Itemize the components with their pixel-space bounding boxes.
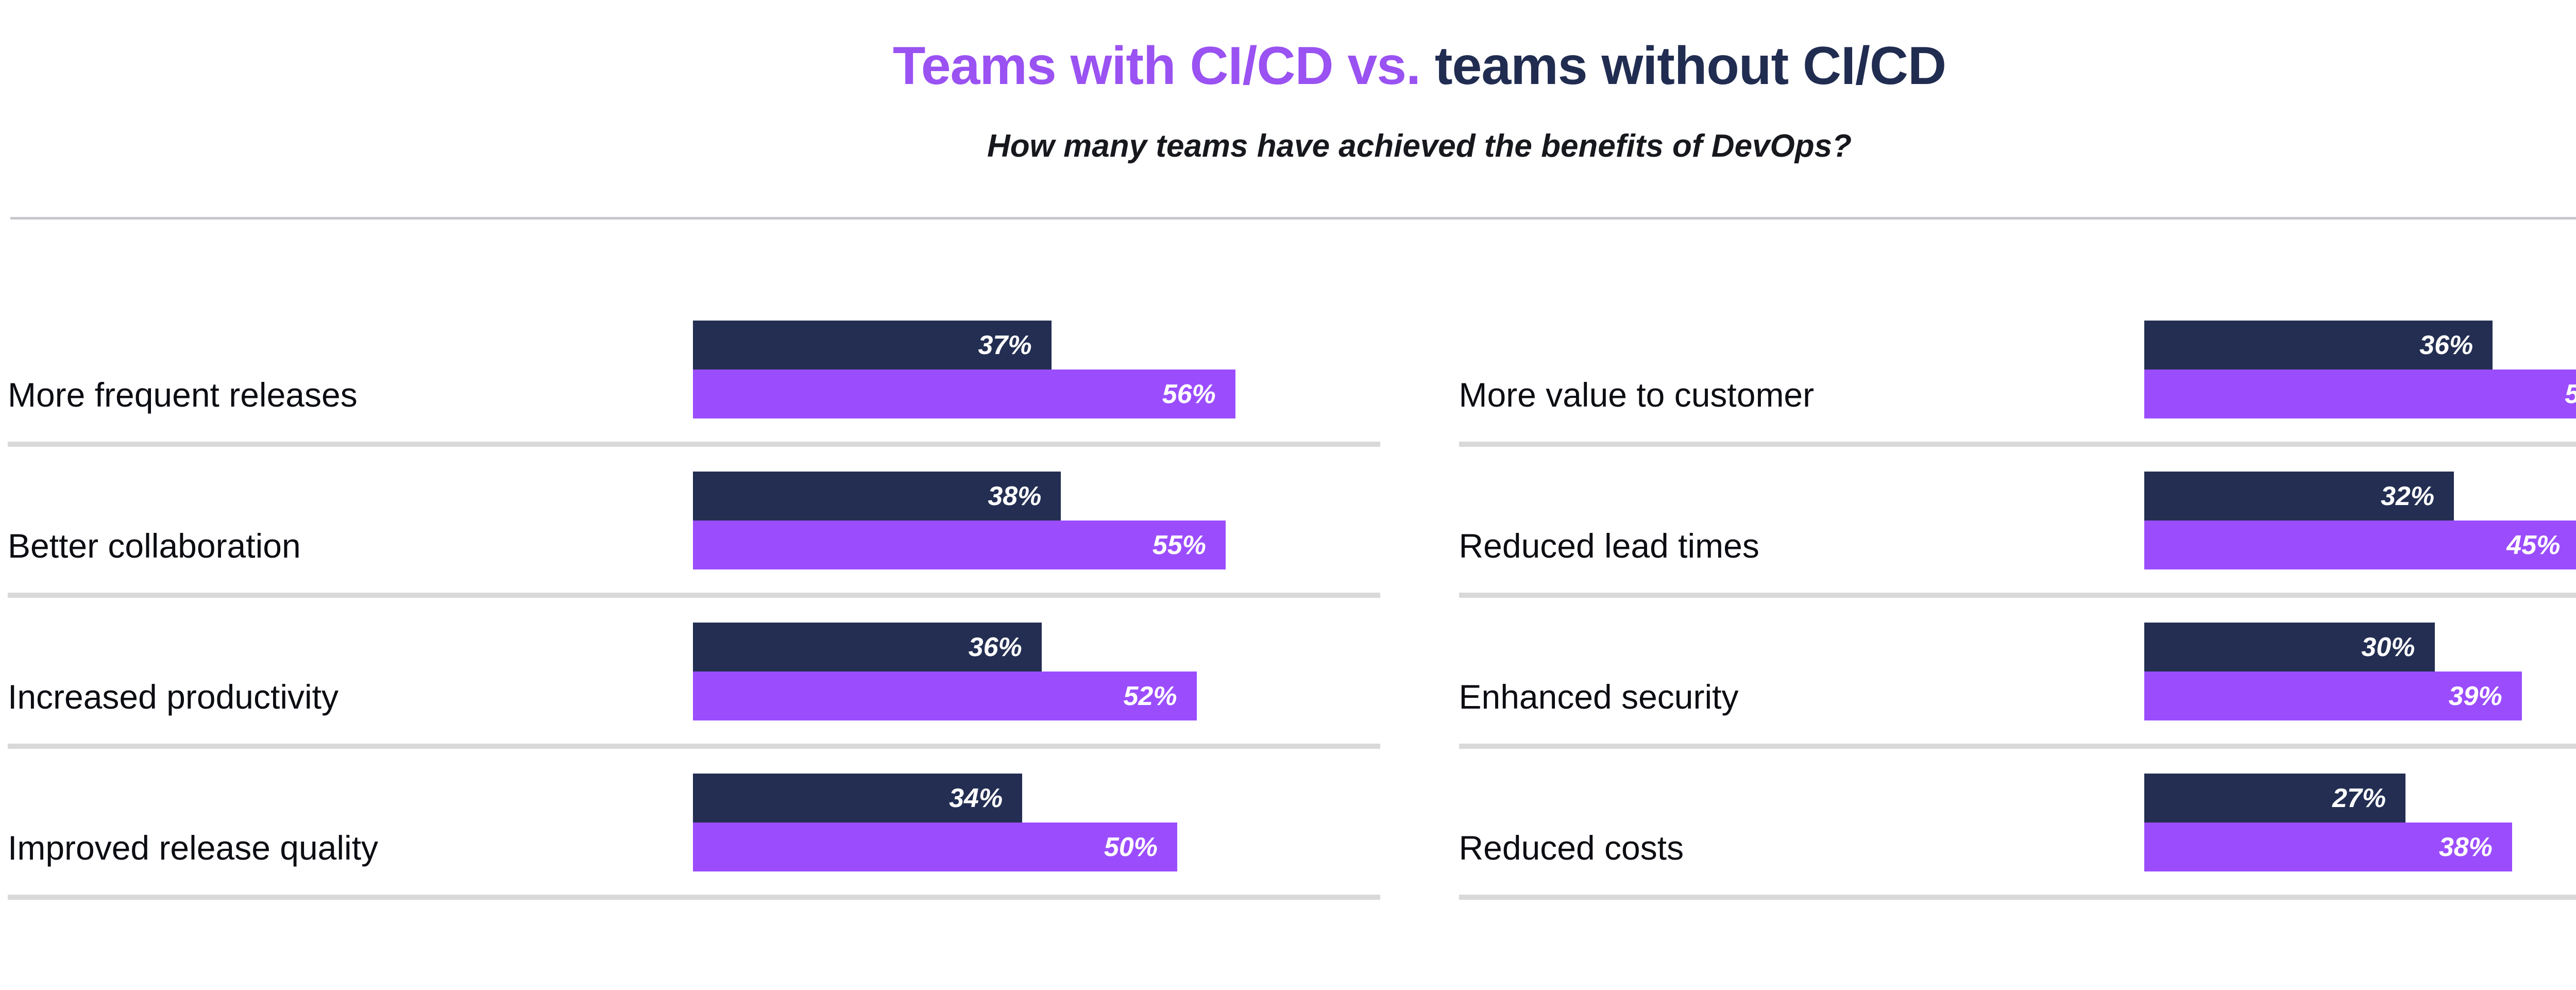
bar-without-cicd-value-label: 30% [2361,632,2415,662]
bar-with-cicd-value-label: 50% [1104,832,1158,862]
bar-without-cicd-value-label: 36% [2419,330,2473,360]
chart-column-left: More frequent releases 37% 56% Better colla… [8,296,1380,900]
bar-without-cicd: 27% [2144,774,2406,823]
bar-without-cicd-value-label: 27% [2332,783,2386,813]
bar-with-cicd-value-label: 45% [2506,530,2561,560]
bar-with-cicd-value-label: 52% [1123,681,1177,711]
chart-column-right: More value to customer 36% 51% Reduced lead… [1459,296,2576,900]
bar-with-cicd: 38% [2144,823,2512,872]
bar-with-cicd-value-label: 51% [2565,379,2576,410]
bar-with-cicd: 52% [693,672,1197,721]
bar-with-cicd-value-label: 38% [2438,832,2493,862]
benefit-row: Better collaboration 38% 55% [8,447,1380,598]
chart-header: Teams with CI/CD vs. teams without CI/CD… [0,0,2576,164]
bar-without-cicd-value-label: 38% [988,481,1042,511]
bar-without-cicd-value-label: 36% [968,632,1022,662]
bar-with-cicd-value-label: 55% [1152,530,1206,560]
benefit-label: Better collaboration [8,526,301,565]
bar-with-cicd: 55% [693,521,1226,570]
bar-with-cicd: 45% [2144,521,2576,570]
chart-subtitle: How many teams have achieved the benefit… [987,128,1852,164]
title-with-cicd: Teams with CI/CD vs. [892,36,1435,96]
page-title: Teams with CI/CD vs. teams without CI/CD [0,37,2576,95]
bar-without-cicd-value-label: 34% [949,783,1003,813]
benefit-label: Enhanced security [1459,677,1739,716]
bar-pair: 30% 39% [2144,623,2576,721]
title-without-cicd: teams without CI/CD [1434,36,1946,96]
bar-with-cicd-value-label: 56% [1162,379,1216,409]
bar-pair: 36% 52% [693,623,1380,721]
benefit-row: Improved release quality 34% 50% [8,749,1380,900]
bar-with-cicd: 56% [693,370,1235,419]
bar-without-cicd: 36% [2144,321,2493,370]
benefit-row: Reduced lead times 32% 45% [1459,447,2576,598]
bar-with-cicd: 39% [2144,672,2522,721]
benefit-label: Reduced lead times [1459,526,1759,565]
bar-chart: More frequent releases 37% 56% Better colla… [0,296,2576,900]
benefit-label: More value to customer [1459,375,1815,414]
bar-without-cicd: 34% [693,774,1023,823]
bar-with-cicd: 51% [2144,370,2576,419]
bar-pair: 32% 45% [2144,472,2576,570]
benefit-row: More value to customer 36% 51% [1459,296,2576,447]
benefit-row: More frequent releases 37% 56% [8,296,1380,447]
header-divider [10,217,2576,220]
bar-pair: 36% 51% [2144,321,2576,419]
benefit-row: Enhanced security 30% 39% [1459,598,2576,749]
benefit-row: Increased productivity 36% 52% [8,598,1380,749]
bar-pair: 38% 55% [693,472,1380,570]
bar-without-cicd: 32% [2144,472,2454,521]
bar-without-cicd: 38% [693,472,1061,521]
bar-without-cicd-value-label: 32% [2381,481,2435,511]
benefit-row: Reduced costs 27% 38% [1459,749,2576,900]
bar-without-cicd: 30% [2144,623,2435,672]
bar-without-cicd: 36% [693,623,1042,672]
benefit-label: Improved release quality [8,828,379,867]
bar-without-cicd: 37% [693,321,1052,370]
bar-without-cicd-value-label: 37% [978,330,1032,360]
bar-pair: 37% 56% [693,321,1380,419]
bar-pair: 34% 50% [693,774,1380,872]
benefit-label: Increased productivity [8,677,338,716]
bar-pair: 27% 38% [2144,774,2576,872]
benefit-label: More frequent releases [8,375,358,414]
benefit-label: Reduced costs [1459,828,1684,867]
bar-with-cicd-value-label: 39% [2448,681,2502,711]
bar-with-cicd: 50% [693,823,1177,872]
